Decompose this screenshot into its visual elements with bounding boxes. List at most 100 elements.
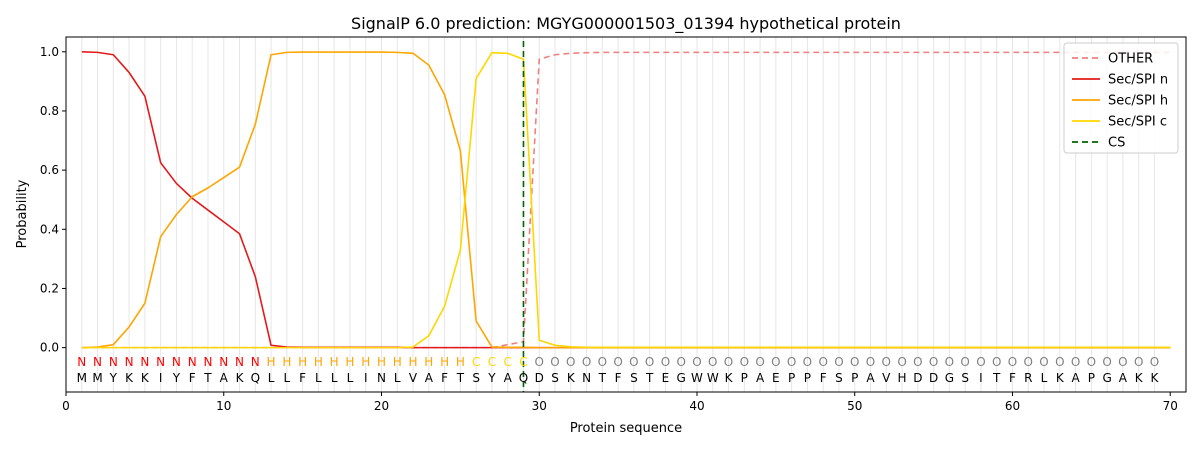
x-tick-label: 10 [216,399,231,413]
region-label: H [330,355,339,369]
residue-label: L [394,371,401,385]
region-label: O [834,355,843,369]
legend-entry: CS [1108,136,1125,151]
region-label: O [771,355,780,369]
x-tick-label: 20 [374,399,389,413]
region-label: O [598,355,607,369]
residue-label: T [203,371,212,385]
residue-label: F [820,371,827,385]
region-label: O [724,355,733,369]
residue-label: K [725,371,734,385]
legend-entry: Sec/SPI h [1108,94,1168,109]
residue-label: K [567,371,576,385]
residue-label: S [835,371,843,385]
residue-label: F [441,371,448,385]
residue-label: D [535,371,544,385]
region-label: H [456,355,465,369]
residue-label: I [364,371,368,385]
residue-label: E [662,371,670,385]
region-label: H [377,355,386,369]
residue-label: R [1024,371,1032,385]
x-tick-label: 40 [689,399,704,413]
region-label: O [629,355,638,369]
residue-label: H [898,371,907,385]
residue-label: K [1056,371,1065,385]
region-label: H [361,355,370,369]
region-label: N [77,355,86,369]
region-label: C [503,355,511,369]
region-label: H [409,355,418,369]
region-label: H [314,355,323,369]
residue-label: L [331,371,338,385]
residue-label: M [92,371,102,385]
residue-label: K [1135,371,1144,385]
residue-label: L [315,371,322,385]
residue-label: I [979,371,983,385]
region-label: O [1071,355,1080,369]
region-label: O [945,355,954,369]
region-label: O [1118,355,1127,369]
x-tick-label: 70 [1163,399,1178,413]
y-axis-label: Probability [15,179,30,248]
series-line-sec-spi-c [81,51,1171,349]
residue-label: P [741,371,748,385]
region-label: O [613,355,622,369]
residue-label: T [456,371,465,385]
x-tick-label: 50 [847,399,862,413]
residue-label: S [630,371,638,385]
residue-label: M [77,371,87,385]
residue-label: P [851,371,858,385]
region-label: N [188,355,197,369]
region-label: O [755,355,764,369]
legend-entry: Sec/SPI c [1108,115,1167,130]
residue-label: N [582,371,591,385]
region-label: N [203,355,212,369]
region-label: O [1008,355,1017,369]
y-tick-label: 0.2 [40,281,59,295]
residue-label: Y [487,371,496,385]
region-label: N [219,355,228,369]
region-label: O [550,355,559,369]
residue-label: L [1041,371,1048,385]
region-label: C [519,355,527,369]
residue-label: A [504,371,513,385]
region-label: O [929,355,938,369]
x-axis-label: Protein sequence [570,421,682,436]
x-tick-label: 30 [532,399,547,413]
x-tick-label: 0 [62,399,70,413]
residue-label: L [347,371,354,385]
region-label: H [298,355,307,369]
residue-label: K [141,371,150,385]
region-label: N [235,355,244,369]
residue-label: E [772,371,780,385]
y-tick-label: 0.6 [40,163,59,177]
region-label: H [424,355,433,369]
plot-frame [65,36,1187,393]
residue-label: P [1088,371,1095,385]
region-label: O [850,355,859,369]
residue-label: V [409,371,418,385]
residue-label: S [472,371,480,385]
residue-label: G [1102,371,1111,385]
residue-label: Q [519,371,528,385]
residue-label: T [992,371,1001,385]
residue-label: D [929,371,938,385]
region-label: O [1024,355,1033,369]
region-label: C [488,355,496,369]
region-label: O [882,355,891,369]
region-label: N [93,355,102,369]
chart-title: SignalP 6.0 prediction: MGYG000001503_01… [351,14,901,34]
region-label: O [740,355,749,369]
region-label: N [140,355,149,369]
residue-label: F [615,371,622,385]
series-line-sec-spi-h [81,51,1171,349]
residue-label: V [882,371,891,385]
residue-label: G [677,371,686,385]
region-label: O [1039,355,1048,369]
residue-label: T [598,371,607,385]
residue-label: F [1009,371,1016,385]
region-label: O [645,355,654,369]
axes: 0 10 20 30 40 50 60 70 0.0 0.2 0.4 0.6 0.8 1.0 [40,45,1178,413]
region-label: O [787,355,796,369]
